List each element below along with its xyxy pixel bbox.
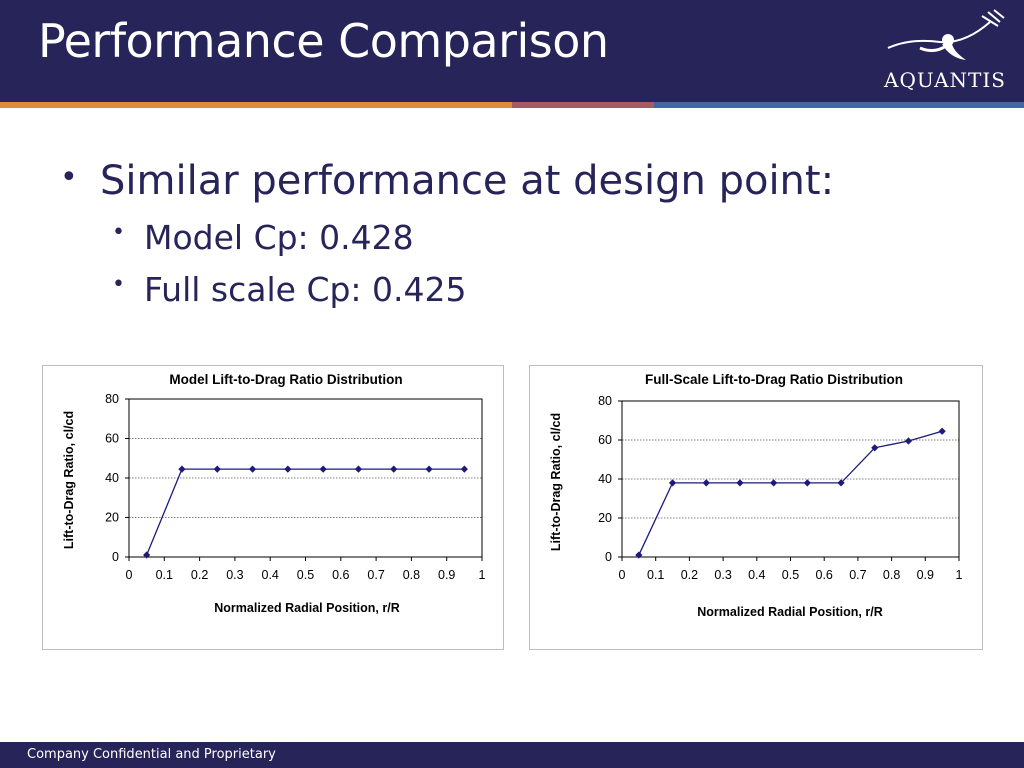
x-tick-label: 0.4: [748, 568, 765, 582]
y-tick-label: 40: [598, 472, 612, 486]
model-chart-panel: Model Lift-to-Drag Ratio Distribution No…: [42, 365, 504, 650]
y-tick-label: 0: [605, 550, 612, 564]
accent-stripe-orange: [0, 102, 512, 108]
x-tick-label: 0.4: [262, 568, 279, 582]
data-point: [736, 479, 744, 487]
y-tick-label: 20: [105, 511, 119, 525]
bullet-sub-2-text: Full scale Cp: 0.425: [144, 270, 467, 309]
bullet-dot-icon: •: [60, 160, 78, 195]
bullet-main-text: Similar performance at design point:: [100, 158, 835, 204]
y-tick-label: 80: [105, 392, 119, 406]
model-chart: Model Lift-to-Drag Ratio Distribution No…: [62, 372, 486, 615]
footer-bar: Company Confidential and Proprietary: [0, 742, 1024, 768]
data-point: [143, 551, 151, 559]
x-tick-label: 0: [619, 568, 626, 582]
header-bar: Performance Comparison AQUANTIS: [0, 0, 1024, 102]
x-tick-label: 0.7: [367, 568, 384, 582]
data-point: [904, 437, 913, 445]
x-tick-label: 0.6: [816, 568, 833, 582]
footer-text: Company Confidential and Proprietary: [27, 747, 276, 762]
logo-text: AQUANTIS: [884, 68, 1006, 92]
x-axis-label: Normalized Radial Position, r/R: [697, 605, 882, 619]
x-tick-label: 0.3: [714, 568, 731, 582]
data-point: [248, 465, 257, 473]
slide-title: Performance Comparison: [38, 14, 609, 68]
data-point: [702, 479, 710, 487]
data-point: [213, 465, 221, 473]
x-tick-label: 0.1: [156, 568, 173, 582]
accent-stripe-red: [512, 102, 654, 108]
fullscale-chart: Full-Scale Lift-to-Drag Ratio Distributi…: [549, 372, 963, 619]
data-point: [284, 465, 292, 473]
fullscale-chart-panel: Full-Scale Lift-to-Drag Ratio Distributi…: [529, 365, 983, 650]
chart-title: Model Lift-to-Drag Ratio Distribution: [169, 372, 402, 387]
trident-figure-icon: [887, 9, 1005, 60]
x-tick-label: 0.5: [297, 568, 314, 582]
x-tick-label: 0.2: [191, 568, 208, 582]
y-tick-label: 20: [598, 511, 612, 525]
data-point: [635, 551, 643, 559]
x-tick-label: 0.9: [917, 568, 934, 582]
data-point: [178, 465, 186, 473]
data-point: [938, 427, 946, 435]
y-axis-label: Lift-to-Drag Ratio, cl/cd: [549, 413, 563, 551]
aquantis-logo: AQUANTIS: [880, 8, 1010, 98]
y-tick-label: 60: [105, 432, 119, 446]
x-tick-label: 0.7: [849, 568, 866, 582]
y-tick-label: 60: [598, 433, 612, 447]
data-point: [425, 465, 433, 473]
x-tick-label: 1: [956, 568, 963, 582]
x-tick-label: 0.8: [403, 568, 420, 582]
series-line: [638, 430, 943, 556]
data-point: [770, 479, 778, 487]
x-tick-label: 0: [126, 568, 133, 582]
x-tick-label: 0.5: [782, 568, 799, 582]
x-tick-label: 0.6: [332, 568, 349, 582]
y-tick-label: 40: [105, 471, 119, 485]
data-point: [871, 444, 879, 452]
data-point: [460, 465, 468, 473]
x-tick-label: 1: [479, 568, 486, 582]
series-line: [146, 468, 465, 556]
data-point: [319, 465, 327, 473]
y-tick-label: 0: [112, 550, 119, 564]
x-tick-label: 0.9: [438, 568, 455, 582]
bullet-dot-icon: •: [112, 220, 125, 245]
x-axis-label: Normalized Radial Position, r/R: [214, 601, 399, 615]
x-tick-label: 0.8: [883, 568, 900, 582]
x-tick-label: 0.1: [647, 568, 664, 582]
bullet-sub-1-text: Model Cp: 0.428: [144, 218, 414, 257]
accent-stripe-blue: [654, 102, 1024, 108]
chart-title: Full-Scale Lift-to-Drag Ratio Distributi…: [645, 372, 903, 387]
data-point: [668, 479, 677, 487]
x-tick-label: 0.2: [681, 568, 698, 582]
x-tick-label: 0.3: [226, 568, 243, 582]
data-point: [390, 465, 398, 473]
y-axis-label: Lift-to-Drag Ratio, cl/cd: [62, 411, 76, 549]
data-point: [354, 465, 363, 473]
data-point: [803, 479, 811, 487]
bullet-dot-icon: •: [112, 272, 125, 297]
y-tick-label: 80: [598, 394, 612, 408]
